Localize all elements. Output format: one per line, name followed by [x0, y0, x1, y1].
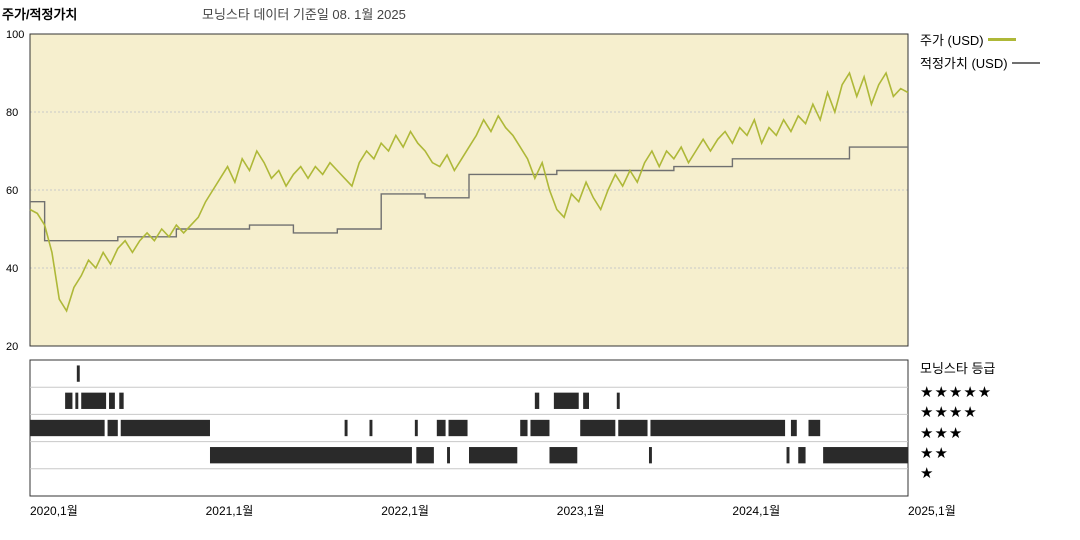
- legend-fair-label: 적정가치 (USD): [920, 53, 1008, 72]
- svg-text:20: 20: [6, 341, 18, 350]
- rating-chart: [2, 358, 910, 498]
- star-row-5: ★★★★★: [920, 383, 1080, 403]
- star-row-4: ★★★★: [920, 403, 1080, 423]
- star-rows: ★★★★★★★★★★★★★★★: [920, 383, 1080, 484]
- x-axis: 2020,1월 2021,1월 2022,1월 2023,1월 2024,1월 2025,…: [2, 502, 1078, 520]
- x-axis-label: 2022,1월: [381, 502, 429, 519]
- page-title: 주가/적정가치: [2, 7, 77, 22]
- svg-text:40: 40: [6, 263, 18, 275]
- rating-legend-title: 모닝스타 등급: [920, 358, 1080, 377]
- star-row-2: ★★: [920, 444, 1080, 464]
- svg-text:80: 80: [6, 107, 18, 119]
- svg-text:100: 100: [6, 30, 24, 41]
- star-row-3: ★★★: [920, 424, 1080, 444]
- star-row-1: ★: [920, 464, 1080, 484]
- page-subtitle: 모닝스타 데이터 기준일 08. 1월 2025: [202, 4, 406, 23]
- legend-fair: 적정가치 (USD): [920, 53, 1080, 72]
- chart-legend: 주가 (USD) 적정가치 (USD): [920, 30, 1080, 76]
- legend-price-swatch: [988, 38, 1016, 41]
- price-chart: 20 40 60 80 100: [2, 30, 910, 350]
- rating-legend: 모닝스타 등급 ★★★★★★★★★★★★★★★: [920, 358, 1080, 484]
- x-axis-label: 2023,1월: [557, 502, 605, 519]
- x-axis-label: 2025,1월: [908, 502, 956, 519]
- x-axis-label: 2021,1월: [206, 502, 254, 519]
- header-row: 주가/적정가치 모닝스타 데이터 기준일 08. 1월 2025: [2, 4, 1078, 24]
- legend-fair-swatch: [1012, 62, 1040, 64]
- x-axis-label: 2020,1월: [30, 502, 78, 519]
- rating-chart-svg: [2, 358, 910, 498]
- price-chart-svg: 20 40 60 80 100: [2, 30, 910, 350]
- svg-text:60: 60: [6, 185, 18, 197]
- x-axis-label: 2024,1월: [732, 502, 780, 519]
- legend-price-label: 주가 (USD): [920, 30, 984, 49]
- chart-container: 주가/적정가치 모닝스타 데이터 기준일 08. 1월 2025 20 40 60 8…: [0, 0, 1080, 540]
- legend-price: 주가 (USD): [920, 30, 1080, 49]
